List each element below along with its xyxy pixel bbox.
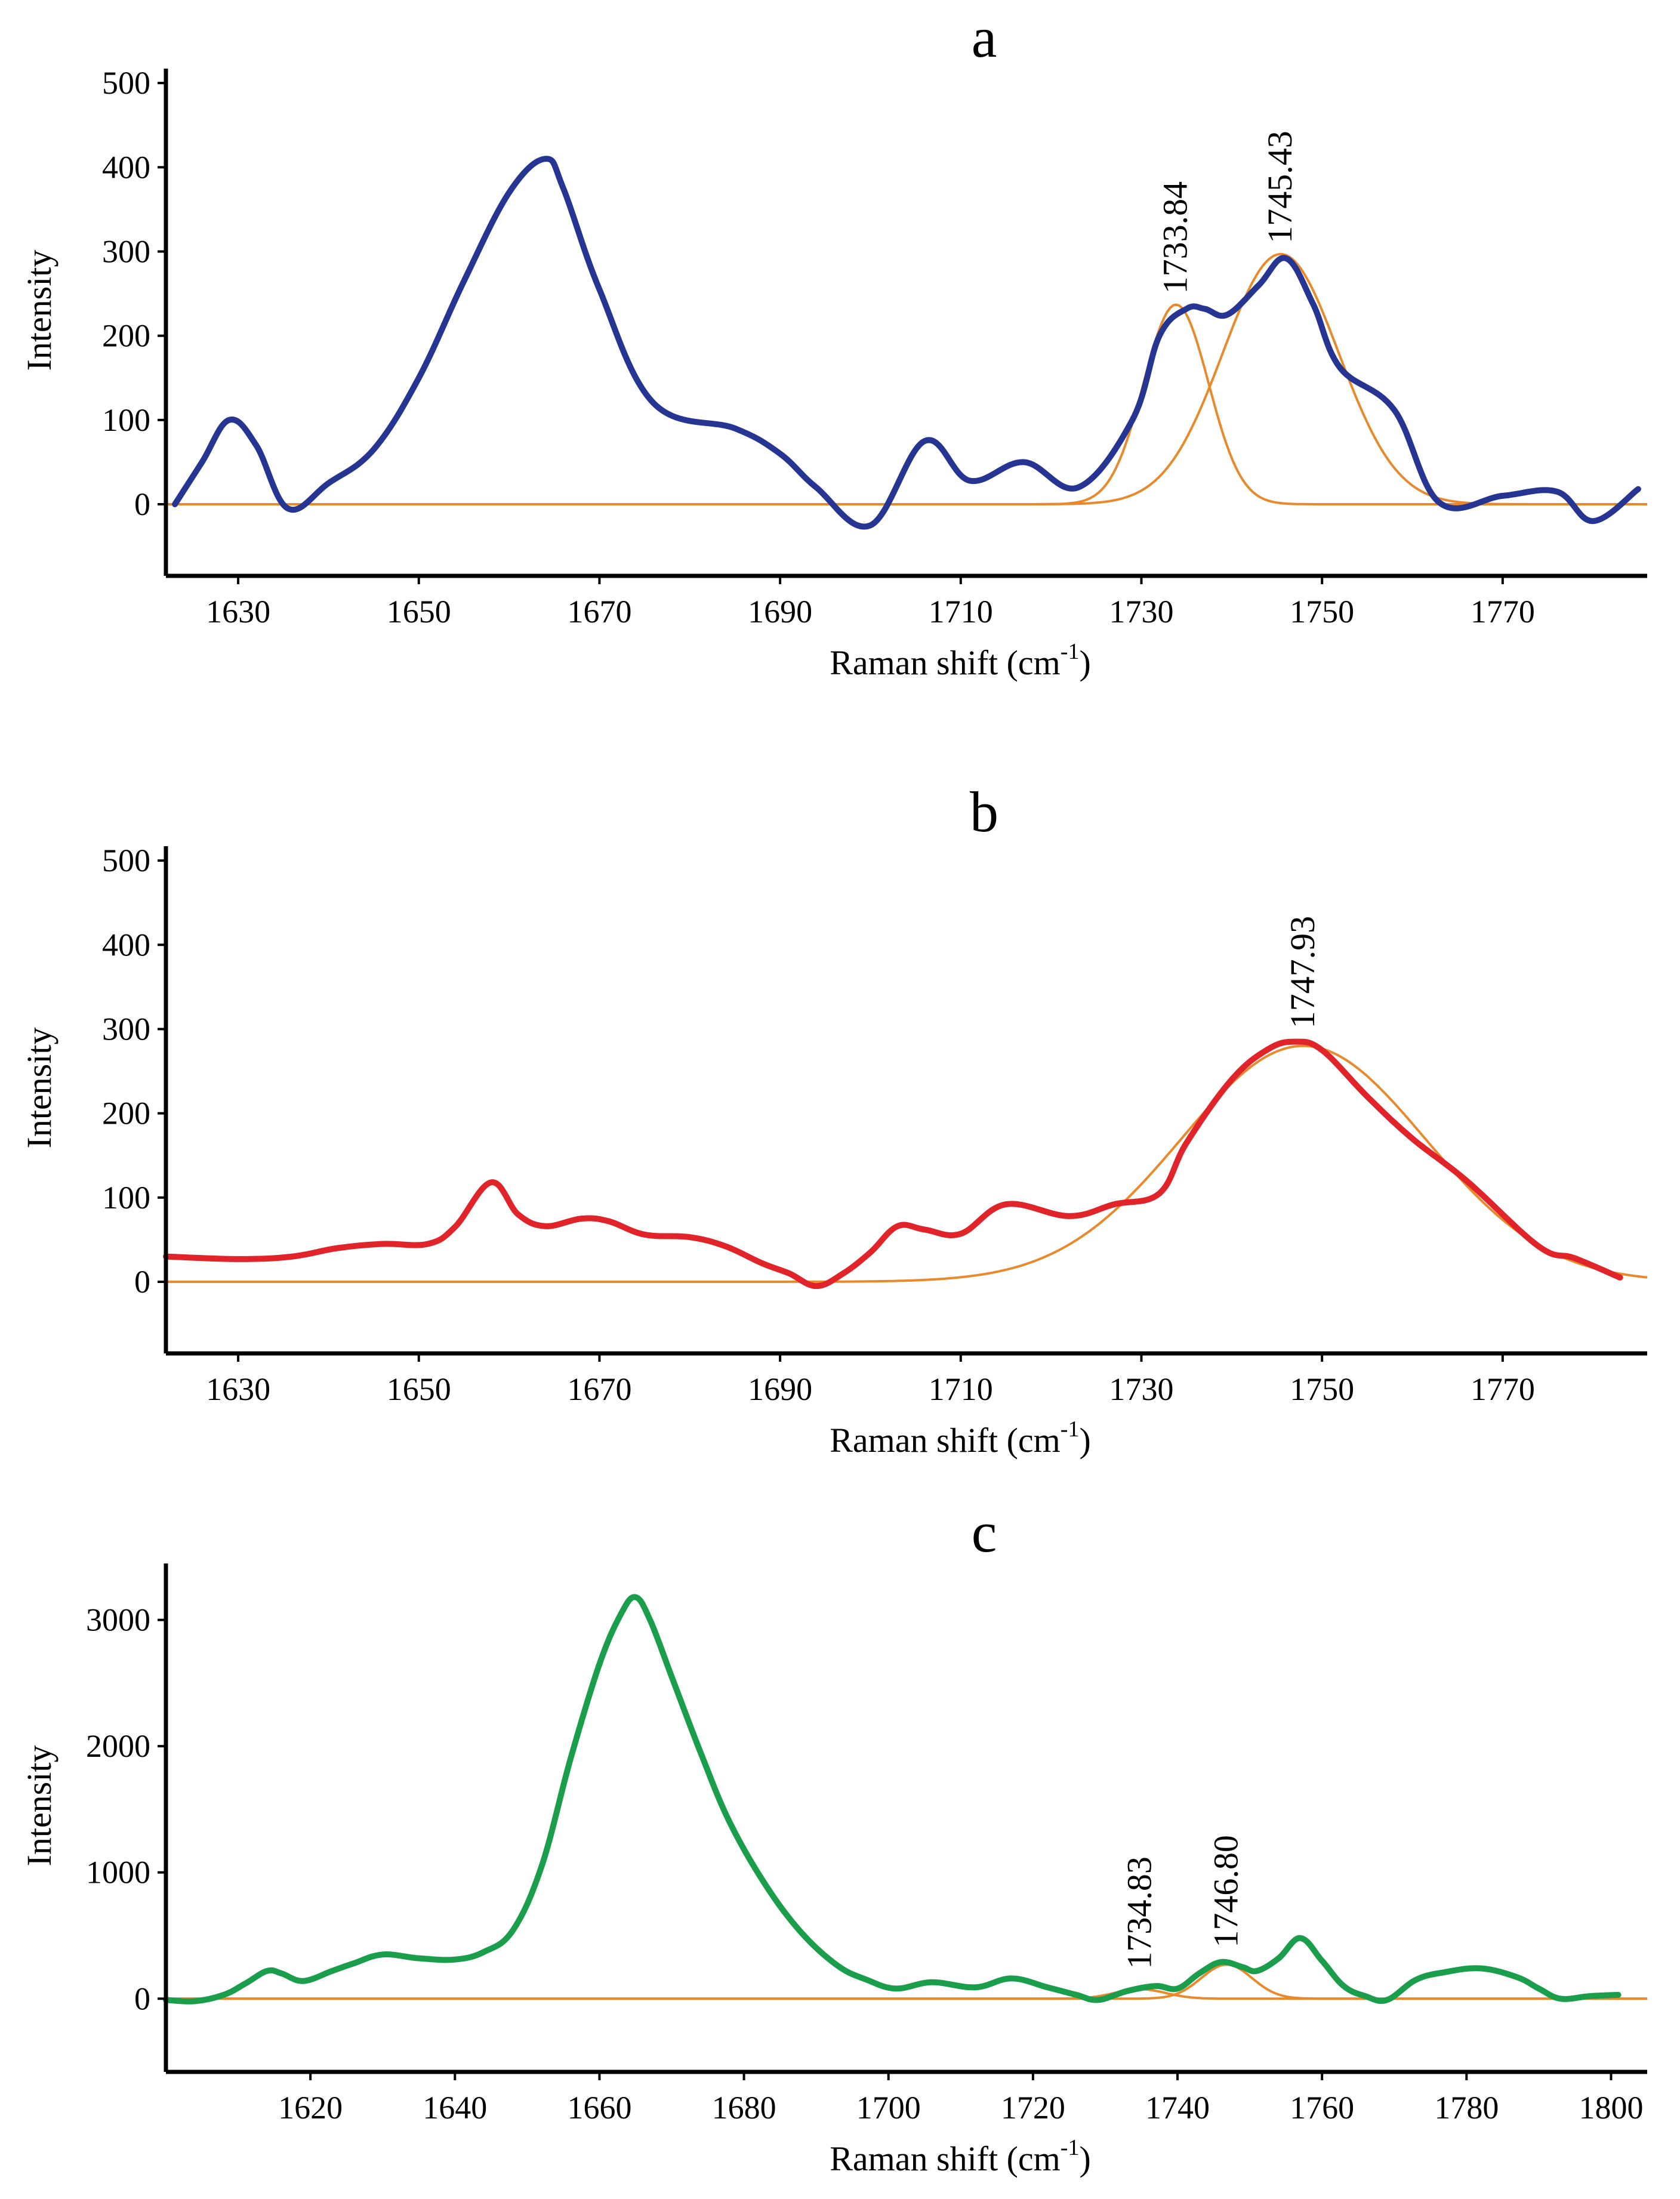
panel-a: a 0 100 200 300 400 500 1630 1650 1670 1690 1710 173… bbox=[20, 5, 1647, 682]
y-tick-label-b: 200 bbox=[102, 1096, 150, 1131]
x-tick-label-b: 1630 bbox=[206, 1371, 270, 1407]
x-tick-label-a: 1770 bbox=[1471, 594, 1535, 630]
y-tick-label-b: 400 bbox=[102, 927, 150, 963]
x-tick-label-a: 1690 bbox=[748, 594, 812, 630]
panel-c: c 0 1000 2000 3000 1620 1640 1660 1680 1700 1720 17… bbox=[20, 1500, 1647, 2178]
x-tick-label-b: 1730 bbox=[1109, 1371, 1173, 1407]
fit-curve-c-2 bbox=[166, 1963, 1647, 2000]
y-tick-label-b: 0 bbox=[134, 1264, 150, 1300]
fit-curve-c-1 bbox=[166, 1988, 1647, 2000]
panel-title-b: b bbox=[970, 780, 998, 844]
x-tick-label-a: 1670 bbox=[567, 594, 631, 630]
x-tick-label-a: 1710 bbox=[929, 594, 993, 630]
x-tick-label-b: 1650 bbox=[387, 1371, 451, 1407]
peak-label-a-1: 1733.84 bbox=[1156, 181, 1195, 294]
x-axis-label-main: Raman shift (cm bbox=[830, 2139, 1061, 2178]
y-tick-label-a: 500 bbox=[102, 65, 150, 101]
y-tick-label-c: 1000 bbox=[86, 1855, 150, 1890]
x-axis-label-end: ) bbox=[1079, 1421, 1090, 1460]
x-axis-label-c: Raman shift (cm-1) bbox=[830, 2135, 1091, 2178]
x-tick-label-b: 1670 bbox=[567, 1371, 631, 1407]
y-axis-label-a: Intensity bbox=[20, 250, 58, 371]
spectrum-line-c bbox=[163, 1594, 1622, 2004]
y-tick-label-a: 300 bbox=[102, 233, 150, 269]
fit-curve-b-1 bbox=[166, 1044, 1648, 1283]
peak-label-b-1: 1747.93 bbox=[1283, 916, 1322, 1029]
x-axis-label-main: Raman shift (cm bbox=[830, 1421, 1061, 1460]
x-tick-label-b: 1770 bbox=[1471, 1371, 1535, 1407]
x-axis-label-end: ) bbox=[1079, 2139, 1090, 2178]
x-axis-label-b: Raman shift (cm-1) bbox=[830, 1417, 1091, 1460]
x-tick-label-c: 1680 bbox=[712, 2090, 776, 2126]
y-tick-label-c: 2000 bbox=[86, 1728, 150, 1764]
y-axis-label-c: Intensity bbox=[20, 1745, 58, 1867]
panel-b: b 0 100 200 300 400 500 1630 1650 1670 1690 1710 173… bbox=[20, 780, 1648, 1460]
x-tick-label-b: 1710 bbox=[929, 1371, 993, 1407]
x-axis-label-a: Raman shift (cm-1) bbox=[830, 639, 1091, 682]
x-tick-label-c: 1660 bbox=[567, 2090, 631, 2126]
y-tick-label-a: 100 bbox=[102, 402, 150, 438]
y-tick-label-b: 300 bbox=[102, 1011, 150, 1047]
x-axis-label-sup: -1 bbox=[1061, 2135, 1080, 2160]
x-tick-label-a: 1630 bbox=[206, 594, 270, 630]
x-tick-label-c: 1640 bbox=[423, 2090, 487, 2126]
peak-label-a-2: 1745.43 bbox=[1260, 131, 1299, 243]
x-tick-label-c: 1760 bbox=[1290, 2090, 1354, 2126]
y-axis-label-b: Intensity bbox=[20, 1028, 58, 1149]
peak-label-c-2: 1746.80 bbox=[1206, 1835, 1245, 1948]
x-tick-label-c: 1700 bbox=[856, 2090, 921, 2126]
x-tick-label-c: 1720 bbox=[1001, 2090, 1065, 2126]
spectrum-line-a bbox=[172, 156, 1641, 530]
x-tick-label-a: 1650 bbox=[387, 594, 451, 630]
x-axis-label-main: Raman shift (cm bbox=[830, 643, 1061, 682]
x-tick-label-b: 1690 bbox=[748, 1371, 812, 1407]
x-tick-label-a: 1750 bbox=[1290, 594, 1354, 630]
panel-title-a: a bbox=[972, 5, 997, 69]
y-tick-label-a: 200 bbox=[102, 318, 150, 354]
y-tick-label-c: 3000 bbox=[86, 1602, 150, 1638]
x-tick-label-a: 1730 bbox=[1109, 594, 1173, 630]
peak-label-c-1: 1734.83 bbox=[1120, 1856, 1158, 1969]
x-tick-label-c: 1620 bbox=[278, 2090, 343, 2126]
y-tick-label-c: 0 bbox=[134, 1981, 150, 2016]
y-tick-label-a: 0 bbox=[134, 486, 150, 522]
x-tick-label-c: 1740 bbox=[1145, 2090, 1210, 2126]
panel-title-c: c bbox=[972, 1500, 997, 1564]
x-axis-label-sup: -1 bbox=[1061, 639, 1080, 664]
fit-curve-a-2 bbox=[166, 252, 1647, 505]
x-tick-label-c: 1780 bbox=[1434, 2090, 1499, 2126]
spectrum-line-b bbox=[163, 1038, 1623, 1290]
y-tick-label-a: 400 bbox=[102, 149, 150, 185]
x-tick-label-b: 1750 bbox=[1290, 1371, 1354, 1407]
x-axis-label-sup: -1 bbox=[1061, 1417, 1080, 1442]
y-tick-label-b: 500 bbox=[102, 843, 150, 878]
x-tick-label-c: 1800 bbox=[1579, 2090, 1643, 2126]
x-axis-label-end: ) bbox=[1079, 643, 1090, 682]
y-tick-label-b: 100 bbox=[102, 1180, 150, 1216]
